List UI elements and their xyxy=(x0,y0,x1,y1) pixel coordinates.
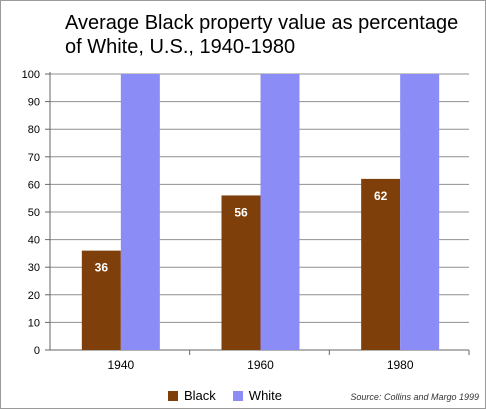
legend-label-white: White xyxy=(248,388,283,403)
legend-swatch-black xyxy=(168,390,178,401)
y-tick-label: 30 xyxy=(28,262,40,274)
bar-white xyxy=(400,74,440,350)
y-tick-label: 60 xyxy=(28,179,40,191)
data-label-black: 36 xyxy=(95,261,109,275)
legend-item-black: Black xyxy=(168,388,216,403)
x-tick-label: 1980 xyxy=(387,358,414,372)
source-note: Source: Collins and Margo 1999 xyxy=(350,392,479,402)
legend-label-black: Black xyxy=(184,388,216,403)
legend-item-white: White xyxy=(232,388,283,403)
y-tick-label: 50 xyxy=(28,207,40,219)
y-tick-label: 80 xyxy=(28,124,40,136)
data-label-black: 56 xyxy=(234,205,248,219)
y-tick-label: 100 xyxy=(22,69,40,81)
bar-white xyxy=(260,74,300,350)
y-tick-label: 10 xyxy=(28,317,40,329)
bar-black xyxy=(81,250,121,350)
bar-black xyxy=(361,178,401,350)
bar-white xyxy=(120,74,160,350)
y-tick-label: 90 xyxy=(28,97,40,109)
bar-black xyxy=(221,195,261,350)
x-tick-label: 1960 xyxy=(247,358,274,372)
y-tick-label: 40 xyxy=(28,235,40,247)
y-tick-label: 20 xyxy=(28,290,40,302)
data-label-black: 62 xyxy=(374,189,388,203)
x-tick-label: 1940 xyxy=(107,358,134,372)
legend: Black White xyxy=(168,388,299,403)
y-tick-label: 0 xyxy=(34,345,40,357)
legend-swatch-white xyxy=(232,390,243,401)
y-tick-label: 70 xyxy=(28,152,40,164)
chart-title: Average Black property value as percenta… xyxy=(65,12,459,58)
